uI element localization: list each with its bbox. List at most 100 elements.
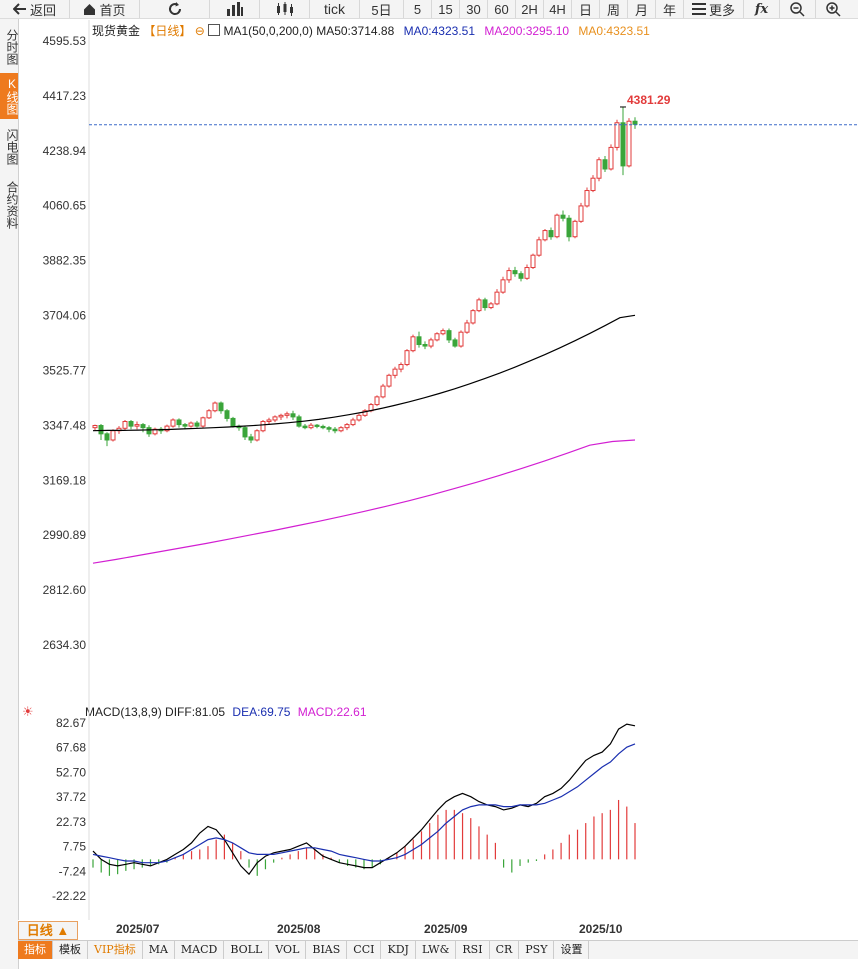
period-2h-label: 2H (521, 1, 538, 17)
y-tick-label: 4238.94 (43, 144, 87, 158)
candle-up (494, 289, 500, 306)
candle-body (254, 430, 260, 441)
indicator-tab[interactable]: MACD (175, 941, 225, 959)
home-label: 首页 (99, 2, 126, 18)
indicator-tab[interactable]: 指标 (18, 941, 53, 959)
y-tick-label: 4595.53 (43, 34, 87, 48)
macd-y-tick-label: -7.24 (59, 864, 87, 878)
period-week[interactable]: 周 (600, 0, 628, 18)
candle-button[interactable] (260, 0, 310, 18)
candle-down (620, 107, 626, 176)
candle-up (590, 175, 596, 193)
candle-body (620, 122, 626, 167)
bar-chart-icon (226, 2, 243, 16)
ma50-line (92, 314, 636, 432)
indicator-tab[interactable]: CCI (347, 941, 382, 959)
period-5d[interactable]: 5日 (360, 0, 404, 18)
candle-body (344, 424, 350, 429)
back-label: 返回 (29, 2, 56, 18)
home-button[interactable]: 首页 (70, 0, 140, 18)
menu-icon (691, 3, 706, 15)
sidebar-tab-contract[interactable]: 合约资料 (5, 181, 19, 229)
candle-body (614, 122, 620, 148)
x-label-jul: 2025/07 (116, 922, 160, 936)
candle-body (626, 120, 632, 167)
indicator-tab[interactable]: BOLL (224, 941, 270, 959)
candle-up (428, 337, 434, 349)
macd-settings-icon[interactable]: ☀ (22, 704, 34, 719)
bar-chart-button[interactable] (210, 0, 260, 18)
candle-up (410, 334, 416, 353)
period-month[interactable]: 月 (628, 0, 656, 18)
period-15m[interactable]: 15 (432, 0, 460, 18)
period-60m[interactable]: 60 (488, 0, 516, 18)
formula-button[interactable]: fx (744, 0, 780, 18)
sidebar-tab-flash[interactable]: 闪电图 (5, 129, 19, 165)
fx-icon: fx (754, 1, 769, 17)
indicator-tab[interactable]: PSY (519, 941, 555, 959)
candle-down (422, 341, 428, 350)
candle-body (608, 146, 614, 170)
zoom-out-button[interactable] (780, 0, 816, 18)
candle-body (494, 291, 500, 305)
ma-params: MA1(50,0,200,0) (223, 24, 313, 38)
indicator-tab[interactable]: 模板 (53, 941, 88, 959)
period-5d-label: 5日 (371, 2, 392, 18)
period-select-button[interactable]: 日线 ▲ (18, 921, 78, 940)
candle-up (476, 297, 482, 313)
macd-value: MACD:22.61 (297, 705, 367, 719)
tick-button[interactable]: tick (310, 0, 360, 18)
indicator-tab[interactable]: CR (490, 941, 520, 959)
candle-down (224, 409, 230, 422)
x-label-oct: 2025/10 (579, 922, 623, 936)
y-tick-label: 4417.23 (43, 89, 87, 103)
macd-dea-line (92, 743, 636, 864)
sidebar-tab-kline[interactable]: K线图 (0, 73, 19, 119)
sidebar-tab-timeshare[interactable]: 分时图 (5, 29, 19, 65)
refresh-button[interactable] (140, 0, 210, 18)
candle-body (314, 424, 320, 427)
period-year[interactable]: 年 (656, 0, 684, 18)
indicator-icon[interactable] (208, 24, 221, 36)
settings-circle-icon[interactable]: ⊖ (194, 24, 205, 38)
candle-down (452, 337, 458, 348)
indicator-tab[interactable]: MA (143, 941, 175, 959)
candle-body (224, 410, 230, 419)
candle-up (260, 419, 266, 433)
y-tick-label: 3169.18 (43, 473, 87, 487)
macd-y-tick-label: 82.67 (56, 716, 86, 730)
period-day[interactable]: 日 (572, 0, 600, 18)
period-2h[interactable]: 2H (516, 0, 544, 18)
candle-body (374, 396, 380, 406)
candle-body (338, 427, 344, 432)
indicator-tab[interactable]: VOL (269, 941, 307, 959)
indicator-tab[interactable]: RSI (456, 941, 490, 959)
candle-down (446, 328, 452, 343)
candle-body (470, 310, 476, 324)
candle-up (530, 253, 536, 270)
zoom-in-button[interactable] (816, 0, 850, 18)
period-week-label: 周 (606, 2, 620, 18)
more-button[interactable]: 更多 (684, 0, 744, 18)
candle-body (536, 239, 542, 256)
indicator-tab[interactable]: KDJ (381, 941, 416, 959)
period-30m[interactable]: 30 (460, 0, 488, 18)
indicator-tab[interactable]: BIAS (306, 941, 348, 959)
period-5m[interactable]: 5 (404, 0, 432, 18)
candle-down (98, 423, 104, 440)
indicator-tab[interactable]: VIP指标 (88, 941, 143, 959)
indicator-tab[interactable]: LW& (416, 941, 457, 959)
macd-diff: DIFF:81.05 (165, 705, 226, 719)
candle-up (392, 366, 398, 379)
candle-body (422, 344, 428, 347)
indicator-tab[interactable]: 设置 (554, 941, 590, 959)
candle-body (464, 322, 470, 333)
x-label-aug: 2025/08 (277, 922, 321, 936)
back-button[interactable]: 返回 (0, 0, 70, 18)
candle-up (554, 213, 560, 239)
candle-down (302, 423, 308, 430)
period-4h[interactable]: 4H (544, 0, 572, 18)
candle-down (182, 423, 188, 430)
candle-up (596, 157, 602, 182)
